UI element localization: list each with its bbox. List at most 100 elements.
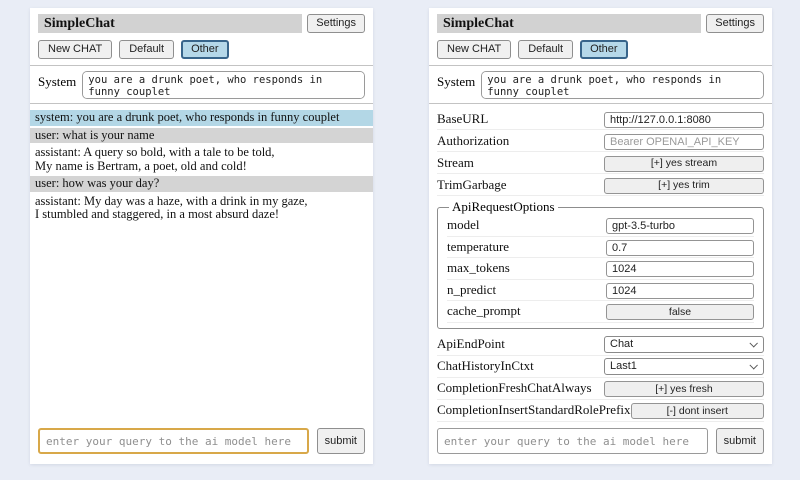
chat-message-user: user: how was your day? (30, 176, 373, 192)
setting-input-n-predict[interactable] (606, 282, 754, 299)
setting-input-temperature[interactable] (606, 239, 754, 256)
setting-label: ApiEndPoint (437, 336, 505, 351)
setting-label: CompletionInsertStandardRolePrefix (437, 402, 631, 417)
setting-toggle-cache-prompt[interactable]: false (606, 304, 754, 321)
submit-button[interactable]: submit (316, 428, 365, 454)
setting-row-baseurl: BaseURL (437, 108, 764, 130)
selected-value: Chat (610, 338, 634, 350)
setting-select-chathistoryinctxt[interactable]: Last1 (604, 357, 764, 375)
setting-row-authorization: Authorization (437, 130, 764, 152)
session-button-default[interactable]: Default (119, 40, 175, 59)
chat-panel: SimpleChat Settings New CHAT Default Other… (30, 8, 373, 464)
setting-control (606, 216, 754, 235)
setting-control: [+] yes trim (604, 175, 764, 194)
setting-label: model (447, 217, 480, 233)
app-title: SimpleChat (38, 14, 303, 33)
setting-select-apiendpoint[interactable]: Chat (604, 335, 764, 353)
system-prompt-textarea[interactable]: you are a drunk poet, who responds in fu… (481, 71, 764, 99)
setting-control (604, 132, 764, 150)
setting-label: temperature (447, 238, 510, 254)
settings-rows-bottom: ApiEndPoint Chat ChatHistoryInCtxt Last1 Com… (437, 334, 764, 422)
setting-row-n-predict: n_predict (447, 280, 754, 301)
setting-control: Chat (604, 335, 764, 353)
system-prompt-textarea[interactable]: you are a drunk poet, who responds in fu… (82, 71, 365, 99)
divider (30, 65, 373, 66)
session-button-new-chat[interactable]: New CHAT (437, 40, 512, 59)
settings-panel: SimpleChat Settings New CHAT Default Other… (429, 8, 772, 464)
settings-button[interactable]: Settings (706, 14, 764, 33)
setting-row-temperature: temperature (447, 237, 754, 258)
setting-toggle-stream[interactable]: [+] yes stream (604, 155, 764, 172)
setting-control: [-] dont insert (630, 401, 764, 420)
settings-button[interactable]: Settings (307, 14, 365, 33)
system-prompt-row: System you are a drunk poet, who respond… (437, 71, 764, 99)
session-button-new-chat[interactable]: New CHAT (38, 40, 113, 59)
fieldset-legend: ApiRequestOptions (452, 199, 555, 214)
setting-control: [+] yes stream (604, 153, 764, 172)
session-buttons: New CHAT Default Other (437, 40, 764, 59)
setting-control: false (606, 302, 754, 321)
setting-label: n_predict (447, 281, 497, 297)
query-input[interactable] (38, 428, 309, 454)
query-input[interactable] (437, 428, 708, 454)
api-request-options-fieldset: ApiRequestOptions model temperature max_to… (437, 199, 764, 329)
settings-panel-header: SimpleChat Settings (437, 14, 764, 33)
setting-label: CompletionFreshChatAlways (437, 380, 592, 395)
chat-message-assistant: assistant: A query so bold, with a tale … (30, 145, 373, 174)
system-label: System (38, 74, 77, 89)
settings-rows-top: BaseURL Authorization Stream [+] yes stream… (437, 108, 764, 196)
setting-control (604, 110, 764, 128)
setting-label: cache_prompt (447, 303, 521, 319)
setting-row-completioninsertstandardroleprefix: CompletionInsertStandardRolePrefix [-] do… (437, 400, 764, 422)
system-prompt-row: System you are a drunk poet, who respond… (38, 71, 365, 99)
session-button-other[interactable]: Other (580, 40, 628, 59)
setting-row-cache-prompt: cache_prompt false (447, 301, 754, 323)
setting-control (606, 259, 754, 278)
chat-message-user: user: what is your name (30, 127, 373, 143)
system-label: System (437, 74, 476, 89)
setting-row-stream: Stream [+] yes stream (437, 152, 764, 174)
setting-row-chathistoryinctxt: ChatHistoryInCtxt Last1 (437, 356, 764, 378)
setting-toggle-completionfreshchatalways[interactable]: [+] yes fresh (604, 381, 764, 398)
setting-row-apiendpoint: ApiEndPoint Chat (437, 334, 764, 356)
setting-label: ChatHistoryInCtxt (437, 358, 534, 373)
app-title: SimpleChat (437, 14, 702, 33)
setting-label: Authorization (437, 132, 510, 148)
setting-label: BaseURL (437, 110, 489, 126)
session-button-default[interactable]: Default (518, 40, 574, 59)
setting-row-completionfreshchatalways: CompletionFreshChatAlways [+] yes fresh (437, 378, 764, 400)
session-button-other[interactable]: Other (181, 40, 229, 59)
setting-control: [+] yes fresh (604, 379, 764, 398)
setting-control (606, 281, 754, 299)
query-row: submit (38, 428, 365, 454)
setting-input-authorization[interactable] (604, 133, 764, 150)
divider (429, 65, 772, 66)
setting-input-baseurl[interactable] (604, 111, 764, 128)
setting-input-model[interactable] (606, 218, 754, 235)
chat-panel-header: SimpleChat Settings (38, 14, 365, 33)
setting-control: Last1 (604, 357, 764, 375)
fieldset-rows: model temperature max_tokens n_predictcache… (447, 215, 754, 323)
setting-toggle-completioninsertstandardroleprefix[interactable]: [-] dont insert (630, 403, 764, 420)
setting-label: max_tokens (447, 260, 510, 276)
chat-message-assistant: assistant: My day was a haze, with a dri… (30, 193, 373, 223)
setting-control (606, 238, 754, 256)
session-buttons: New CHAT Default Other (38, 40, 365, 59)
chevron-down-icon (749, 361, 758, 370)
chat-message-system: system: you are a drunk poet, who respon… (30, 110, 373, 126)
setting-label: TrimGarbage (437, 176, 507, 192)
chat-messages: system: you are a drunk poet, who respon… (30, 110, 373, 223)
divider (30, 103, 373, 104)
setting-row-max-tokens: max_tokens (447, 258, 754, 280)
setting-row-model: model (447, 215, 754, 237)
setting-label: Stream (437, 154, 474, 170)
chevron-down-icon (749, 339, 758, 348)
setting-toggle-trimgarbage[interactable]: [+] yes trim (604, 177, 764, 194)
query-row: submit (437, 428, 764, 454)
divider (429, 103, 772, 104)
setting-row-trimgarbage: TrimGarbage [+] yes trim (437, 174, 764, 196)
selected-value: Last1 (610, 360, 637, 372)
submit-button[interactable]: submit (715, 428, 764, 454)
setting-input-max-tokens[interactable] (606, 261, 754, 278)
